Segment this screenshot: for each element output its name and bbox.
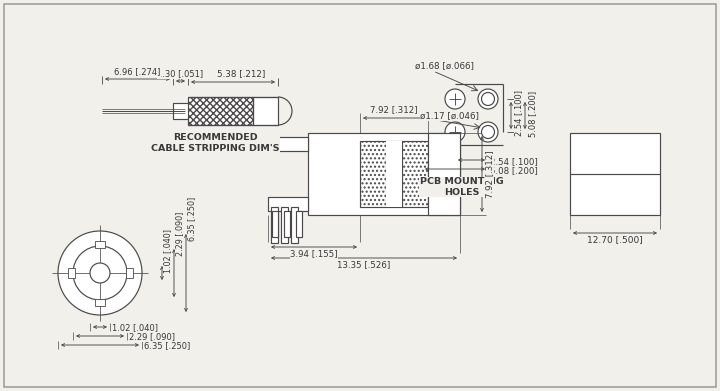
Bar: [296, 211, 302, 237]
Bar: [308, 133, 460, 215]
Text: 2.29 [.090]: 2.29 [.090]: [175, 212, 184, 256]
Text: RECOMMENDED
CABLE STRIPPING DIM'S: RECOMMENDED CABLE STRIPPING DIM'S: [150, 133, 279, 153]
Text: 5.08 [.200]: 5.08 [.200]: [528, 90, 537, 136]
Circle shape: [482, 126, 495, 138]
Circle shape: [445, 89, 465, 109]
Bar: [290, 207, 297, 243]
Bar: [68, 268, 74, 278]
Circle shape: [478, 89, 498, 109]
Text: 2.29 [.090]: 2.29 [.090]: [129, 332, 175, 341]
Text: 6.96 [.274]: 6.96 [.274]: [114, 68, 161, 77]
Bar: [271, 207, 277, 243]
Bar: [281, 207, 287, 243]
Text: 7.92 [.312]: 7.92 [.312]: [370, 106, 418, 115]
Bar: [360, 141, 428, 207]
Bar: [95, 298, 105, 305]
Text: 2.54 [.100]: 2.54 [.100]: [514, 90, 523, 136]
Circle shape: [478, 122, 498, 142]
Text: 5.38 [.212]: 5.38 [.212]: [217, 70, 265, 79]
Bar: [284, 211, 290, 237]
Text: 1.02 [.040]: 1.02 [.040]: [163, 229, 172, 273]
Text: 1.30 [.051]: 1.30 [.051]: [158, 70, 204, 79]
Text: 1.02 [.040]: 1.02 [.040]: [112, 323, 158, 332]
Text: 6.35 [.250]: 6.35 [.250]: [144, 341, 190, 350]
Circle shape: [73, 246, 127, 300]
Text: 7.92 [.312]: 7.92 [.312]: [485, 150, 494, 198]
Bar: [188, 97, 253, 125]
Circle shape: [90, 263, 110, 283]
Text: 12.70 [.500]: 12.70 [.500]: [587, 235, 643, 244]
Text: 5.08 [.200]: 5.08 [.200]: [490, 167, 538, 176]
Bar: [173, 103, 191, 119]
Text: 6.35 [.250]: 6.35 [.250]: [187, 197, 196, 241]
Bar: [272, 211, 278, 237]
Text: PCB MOUNTING
HOLES: PCB MOUNTING HOLES: [420, 177, 503, 197]
Bar: [570, 133, 660, 215]
Bar: [386, 141, 402, 207]
Circle shape: [445, 122, 465, 142]
Bar: [125, 268, 132, 278]
Bar: [268, 137, 308, 151]
Text: 13.35 [.526]: 13.35 [.526]: [338, 260, 391, 269]
Bar: [428, 133, 460, 215]
Text: 2.54 [.100]: 2.54 [.100]: [490, 158, 538, 167]
Circle shape: [58, 231, 142, 315]
Circle shape: [482, 93, 495, 106]
Text: 3.94 [.155]: 3.94 [.155]: [290, 249, 338, 258]
Bar: [268, 197, 308, 211]
Bar: [253, 97, 278, 125]
Text: ø1.68 [ø.066]: ø1.68 [ø.066]: [415, 61, 474, 70]
Bar: [95, 240, 105, 248]
Text: ø1.17 [ø.046]: ø1.17 [ø.046]: [420, 111, 479, 120]
